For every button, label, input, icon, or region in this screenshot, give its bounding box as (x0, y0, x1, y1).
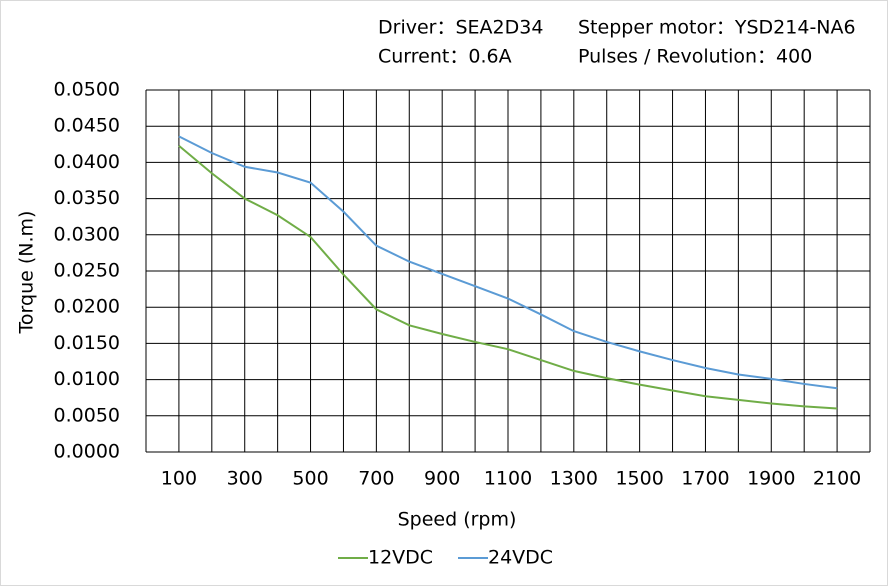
header-text: Stepper motor：YSD214-NA6 (578, 17, 856, 39)
y-tick-label: 0.0150 (54, 332, 120, 354)
legend-label: 24VDC (488, 547, 553, 569)
header-text: Current：0.6A (378, 46, 512, 68)
x-tick-label: 700 (358, 468, 394, 490)
y-tick-label: 0.0200 (54, 296, 120, 318)
data-line (178, 144, 838, 410)
y-tick-label: 0.0250 (54, 260, 120, 282)
x-tick-label: 2100 (813, 468, 861, 490)
x-tick-label: 100 (161, 468, 197, 490)
y-tick-label: 0.0000 (54, 441, 120, 463)
y-tick-label: 0.0450 (54, 115, 120, 137)
y-axis-label: Torque (N.m) (16, 211, 38, 335)
header-text: Driver：SEA2D34 (378, 17, 543, 39)
x-tick-label: 300 (227, 468, 263, 490)
x-tick-label: 500 (292, 468, 328, 490)
y-tick-label: 0.0100 (54, 368, 120, 390)
x-axis-label: Speed (rpm) (398, 509, 517, 531)
y-tick-label: 0.0350 (54, 187, 120, 209)
legend-label: 12VDC (368, 547, 433, 569)
x-tick-label: 1900 (747, 468, 795, 490)
x-tick-label: 1300 (550, 468, 598, 490)
y-tick-label: 0.0050 (54, 404, 120, 426)
x-tick-label: 900 (424, 468, 460, 490)
y-tick-label: 0.0500 (54, 79, 120, 101)
y-tick-label: 0.0400 (54, 151, 120, 173)
x-tick-label: 1100 (484, 468, 532, 490)
y-tick-label: 0.0300 (54, 223, 120, 245)
x-tick-label: 1700 (681, 468, 729, 490)
header-text: Pulses / Revolution：400 (578, 46, 812, 68)
x-tick-label: 1500 (615, 468, 663, 490)
data-line (178, 135, 838, 390)
